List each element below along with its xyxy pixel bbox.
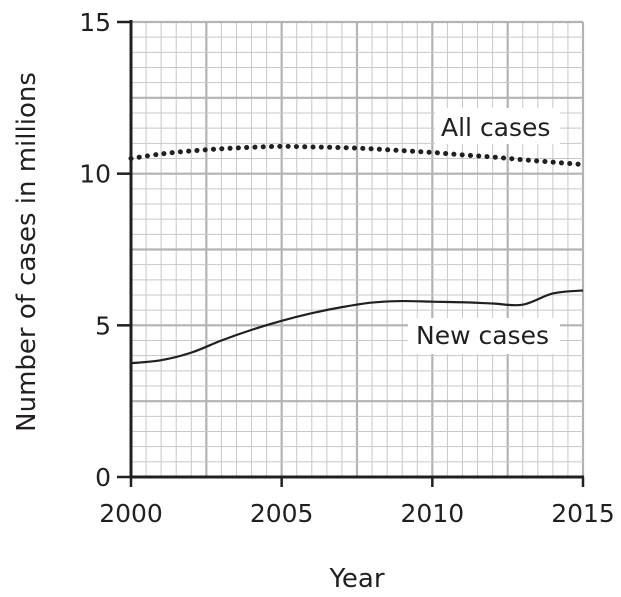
y-tick-label: 0 bbox=[95, 463, 111, 492]
tick-labels: 0 5 10 15 2000 2005 2010 2015 bbox=[79, 8, 615, 528]
y-tick-label: 15 bbox=[79, 8, 111, 37]
series-line-all-cases bbox=[128, 143, 586, 168]
grid bbox=[129, 20, 585, 479]
x-axis-title: Year bbox=[328, 564, 384, 594]
x-tick-label: 2015 bbox=[551, 499, 615, 528]
x-tick-label: 2010 bbox=[401, 499, 465, 528]
all-cases-label-bg bbox=[435, 108, 560, 144]
series-label-new-cases: New cases bbox=[416, 321, 549, 350]
y-axis-title: Number of cases in millions bbox=[12, 72, 42, 432]
y-tick-label: 5 bbox=[95, 311, 111, 340]
axes bbox=[129, 20, 584, 479]
y-tick-label: 10 bbox=[79, 160, 111, 189]
x-tick-label: 2005 bbox=[250, 499, 314, 528]
series-line-new-cases bbox=[130, 289, 584, 365]
new-cases-label-bg bbox=[408, 318, 560, 354]
x-tick-label: 2000 bbox=[99, 499, 163, 528]
series-label-all-cases: All cases bbox=[441, 113, 550, 142]
series-layer bbox=[128, 143, 586, 365]
